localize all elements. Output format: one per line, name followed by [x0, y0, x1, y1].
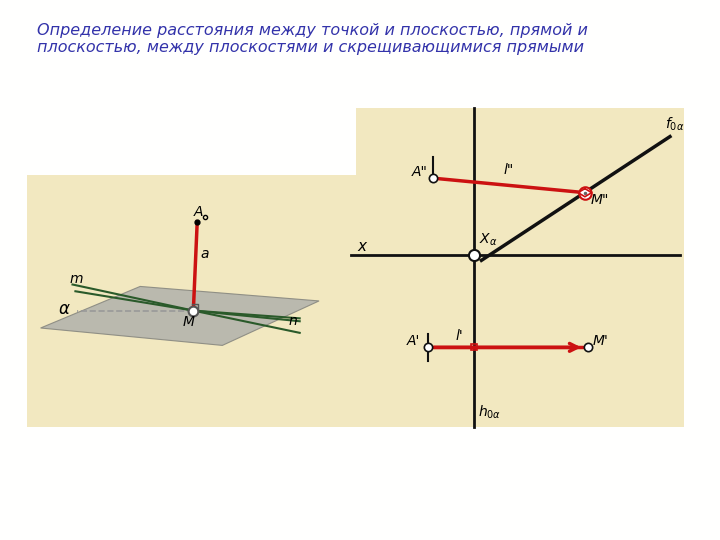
Text: l': l'	[455, 329, 463, 342]
Text: M: M	[183, 315, 194, 329]
Polygon shape	[40, 286, 319, 346]
Text: n: n	[288, 314, 297, 328]
Text: x: x	[358, 239, 366, 254]
Bar	[356, 107, 685, 427]
Bar	[27, 176, 356, 427]
Text: M": M"	[590, 193, 609, 207]
Text: m: m	[70, 272, 83, 286]
Text: $h_{0\alpha}$: $h_{0\alpha}$	[477, 404, 501, 421]
Text: Определение расстояния между точкой и плоскостью, прямой и: Определение расстояния между точкой и пл…	[37, 23, 588, 37]
Text: $X_\alpha$: $X_\alpha$	[479, 232, 497, 248]
Text: A': A'	[407, 334, 420, 348]
Text: A: A	[194, 205, 203, 219]
Text: l": l"	[504, 163, 514, 177]
Text: плоскостью, между плоскостями и скрещивающимися прямыми: плоскостью, между плоскостями и скрещива…	[37, 40, 584, 55]
Text: M': M'	[593, 334, 608, 348]
Text: $\alpha$: $\alpha$	[58, 300, 71, 318]
Text: a: a	[200, 247, 209, 261]
Text: $f_{0\alpha}$: $f_{0\alpha}$	[665, 116, 685, 133]
Bar	[471, 345, 477, 350]
Text: A": A"	[412, 165, 428, 179]
